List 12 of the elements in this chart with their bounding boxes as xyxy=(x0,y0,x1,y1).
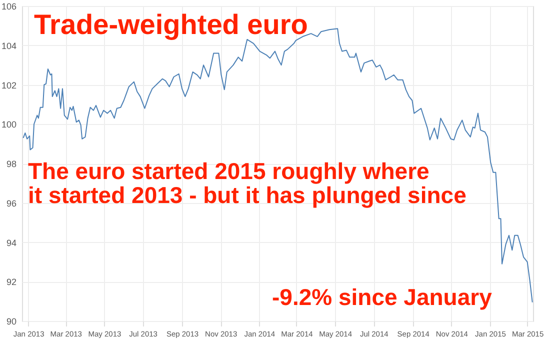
y-tick-label: 90 xyxy=(6,316,16,326)
y-tick-label: 98 xyxy=(6,159,16,169)
y-tick-label: 96 xyxy=(6,198,16,208)
y-tick-label: 106 xyxy=(1,2,16,12)
chart-title: Trade-weighted euro xyxy=(34,9,308,40)
annotation: -9.2% since January xyxy=(272,284,492,310)
y-tick-label: 102 xyxy=(1,80,16,90)
annotation: The euro started 2015 roughly where it started 2013 - but it has plunged since xyxy=(28,158,466,208)
y-tick-label: 104 xyxy=(1,40,16,51)
y-tick-label: 94 xyxy=(6,238,16,248)
y-tick-label: 92 xyxy=(6,277,16,288)
y-tick-label: 100 xyxy=(1,120,16,130)
